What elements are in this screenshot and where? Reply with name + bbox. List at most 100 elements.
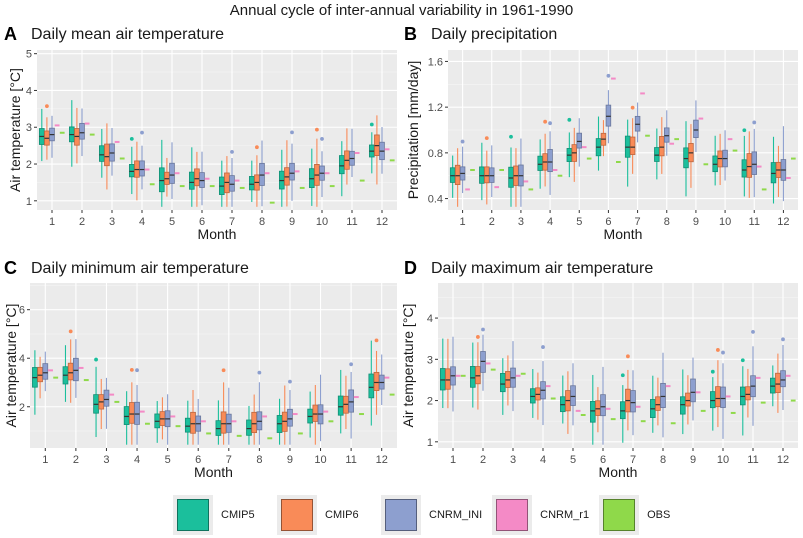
- outlier-point: [320, 137, 324, 141]
- box-cmip6-4: [128, 368, 135, 445]
- box: [484, 166, 490, 184]
- box-cmip6-12: [775, 353, 781, 413]
- legend-item-cnrm-ini: CNRM_INI: [381, 495, 482, 535]
- box: [439, 368, 446, 391]
- figure-title: Annual cycle of inter-annual variability…: [229, 2, 574, 19]
- box: [710, 391, 716, 409]
- x-tick-label: 9: [289, 216, 295, 228]
- outlier-point: [129, 368, 134, 372]
- box: [751, 151, 757, 175]
- box-cnrm_ini-12: [378, 354, 385, 405]
- box: [600, 394, 606, 417]
- box: [547, 149, 553, 173]
- box: [251, 411, 258, 434]
- x-tick-label: 10: [717, 454, 729, 466]
- x-tick-label: 5: [570, 454, 576, 466]
- outlier-point: [509, 134, 513, 139]
- legend-swatch-cnrm-ini: [385, 499, 417, 531]
- outlier-point: [721, 350, 725, 355]
- panel-title: Daily precipitation: [431, 26, 557, 43]
- outlier-point: [548, 121, 552, 126]
- x-tick-label: 11: [749, 216, 760, 228]
- panel-letter: A: [4, 24, 17, 44]
- box: [680, 396, 686, 415]
- box: [445, 368, 451, 390]
- y-tick-label: 4: [427, 313, 433, 325]
- y-axis-label: Air temperature [°C]: [400, 304, 416, 428]
- box: [79, 122, 85, 140]
- y-tick-label: 3: [26, 122, 32, 134]
- box: [128, 164, 135, 178]
- x-tick-label: 9: [287, 454, 293, 466]
- x-tick-label: 3: [103, 454, 109, 466]
- box: [630, 390, 636, 413]
- x-tick-label: 6: [195, 454, 201, 466]
- x-tick-label: 6: [600, 454, 606, 466]
- box: [308, 168, 315, 188]
- box-cnrm_ini-8: [660, 352, 666, 438]
- outlier-point: [68, 329, 73, 334]
- outlier-point: [315, 127, 319, 132]
- x-axis-label: Month: [194, 464, 233, 480]
- x-tick-label: 11: [747, 454, 758, 466]
- panel-title: Daily minimum air temperature: [31, 260, 249, 277]
- box: [775, 372, 781, 393]
- box: [605, 104, 612, 127]
- box-cnrm_ini-12: [780, 337, 786, 410]
- box-cnrm_ini-4: [134, 368, 140, 445]
- box: [654, 147, 660, 162]
- box-cnrm_ini-1: [49, 115, 55, 158]
- box-cmip6-1: [37, 356, 43, 399]
- box-cmip6-8: [655, 377, 661, 426]
- legend-label-cmip6: CMIP6: [325, 509, 359, 521]
- x-tick-label: 3: [109, 216, 115, 228]
- x-tick-label: 10: [314, 454, 326, 466]
- box-cnrm_ini-11: [750, 329, 756, 426]
- box: [103, 389, 110, 407]
- box-cmip5-7: [218, 160, 225, 207]
- box: [537, 155, 543, 171]
- box-cnrm_ini-4: [547, 121, 553, 195]
- box-cnrm_ini-5: [570, 363, 576, 426]
- box: [469, 366, 476, 388]
- outlier-point: [255, 145, 259, 150]
- x-tick-label: 12: [376, 216, 388, 228]
- box-cnrm_ini-3: [109, 128, 115, 176]
- box: [590, 400, 596, 423]
- x-axis-label: Month: [604, 226, 643, 242]
- x-tick-label: 7: [635, 216, 641, 228]
- box: [720, 386, 726, 408]
- box-cnrm_ini-11: [751, 120, 757, 198]
- x-tick-label: 2: [489, 216, 495, 228]
- x-tick-label: 7: [630, 454, 636, 466]
- outlier-point: [484, 136, 489, 141]
- x-tick-label: 7: [226, 454, 232, 466]
- box-cnrm_ini-4: [540, 345, 546, 426]
- box-cnrm_ini-12: [780, 126, 787, 202]
- box-cnrm_ini-1: [450, 336, 456, 412]
- plot-background: [438, 283, 798, 448]
- box: [693, 119, 699, 139]
- x-tick-label: 12: [376, 454, 388, 466]
- box-cmip6-6: [600, 120, 607, 157]
- box-cnrm_ini-3: [510, 341, 516, 412]
- x-tick-label: 7: [229, 216, 235, 228]
- box: [128, 402, 135, 424]
- legend: CMIP5 CMIP6 CNRM_INI CNRM_r1 OBS: [173, 493, 703, 537]
- outlier-point: [481, 327, 485, 332]
- box: [190, 411, 196, 434]
- outlier-point: [129, 136, 134, 141]
- panel-letter: C: [4, 258, 17, 278]
- box-cnrm_ini-2: [73, 339, 79, 398]
- x-tick-label: 1: [450, 454, 456, 466]
- outlier-point: [135, 368, 139, 373]
- box: [248, 176, 255, 191]
- box-cmip5-8: [248, 160, 255, 203]
- x-tick-label: 5: [576, 216, 582, 228]
- box-cmip6-8: [659, 117, 665, 174]
- outlier-point: [257, 370, 262, 375]
- box-cmip6-9: [685, 375, 691, 425]
- box: [655, 396, 661, 411]
- box-cnrm_ini-7: [634, 102, 641, 143]
